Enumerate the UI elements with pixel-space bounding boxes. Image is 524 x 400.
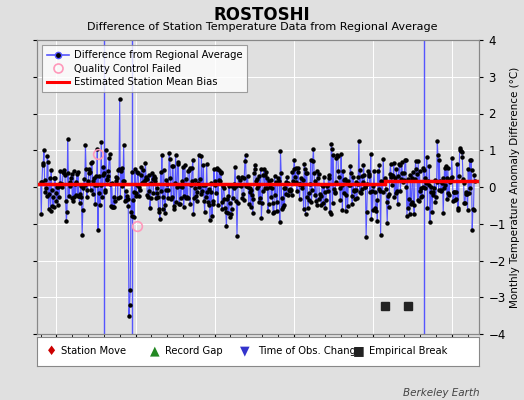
- Y-axis label: Monthly Temperature Anomaly Difference (°C): Monthly Temperature Anomaly Difference (…: [510, 66, 520, 308]
- Text: Time of Obs. Change: Time of Obs. Change: [258, 346, 362, 356]
- Difference from Regional Average: [116, 96, 123, 101]
- Line: Difference from Regional Average: Difference from Regional Average: [41, 99, 475, 316]
- Text: ▼: ▼: [241, 344, 250, 358]
- Difference from Regional Average: [210, 202, 216, 206]
- Difference from Regional Average: [93, 174, 99, 178]
- Legend: Difference from Regional Average, Quality Control Failed, Estimated Station Mean: Difference from Regional Average, Qualit…: [42, 45, 247, 92]
- Difference from Regional Average: [126, 313, 132, 318]
- Difference from Regional Average: [38, 180, 44, 185]
- Text: Record Gap: Record Gap: [165, 346, 223, 356]
- Text: Empirical Break: Empirical Break: [369, 346, 447, 356]
- Difference from Regional Average: [146, 188, 152, 193]
- Text: ♦: ♦: [46, 344, 57, 358]
- Text: Difference of Station Temperature Data from Regional Average: Difference of Station Temperature Data f…: [87, 22, 437, 32]
- Text: Berkeley Earth: Berkeley Earth: [403, 388, 479, 398]
- Difference from Regional Average: [134, 182, 140, 187]
- Text: ▲: ▲: [149, 344, 159, 358]
- Text: ■: ■: [353, 344, 365, 358]
- Difference from Regional Average: [295, 170, 301, 175]
- Difference from Regional Average: [49, 187, 55, 192]
- Text: ROSTOSHI: ROSTOSHI: [214, 6, 310, 24]
- Text: Station Move: Station Move: [61, 346, 126, 356]
- Difference from Regional Average: [472, 178, 478, 183]
